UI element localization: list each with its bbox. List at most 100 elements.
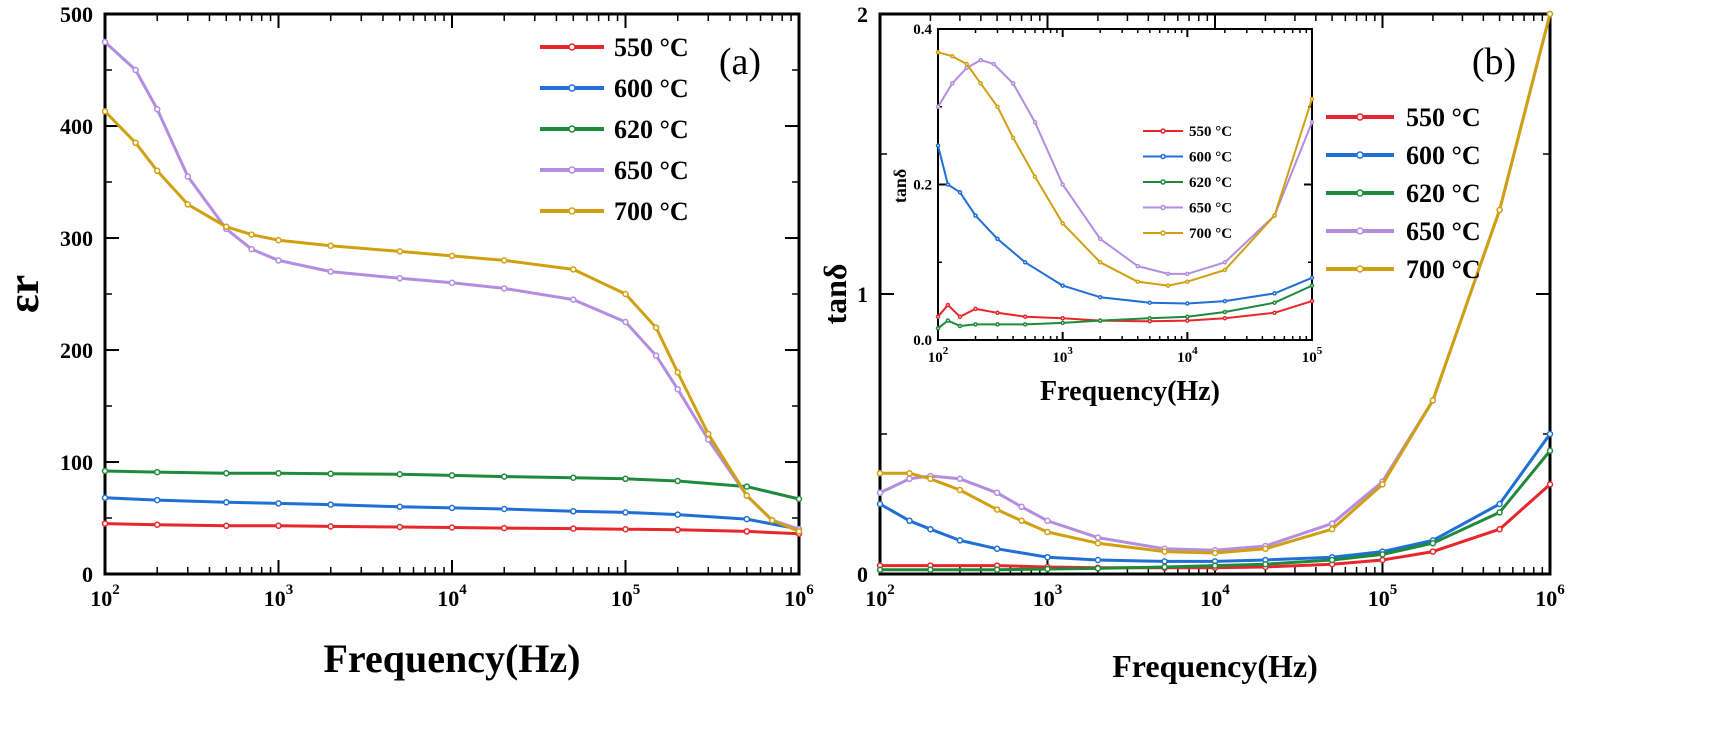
inset-frame bbox=[937, 28, 1313, 341]
data-point bbox=[1022, 314, 1028, 319]
data-point bbox=[448, 472, 456, 479]
legend-marker-5 bbox=[1356, 265, 1364, 273]
y-tick-label: 500 bbox=[60, 2, 93, 27]
data-point bbox=[1094, 534, 1102, 541]
data-point bbox=[1010, 135, 1016, 141]
data-point bbox=[957, 314, 963, 319]
x-tick-label: 102 bbox=[90, 582, 120, 611]
data-point bbox=[223, 469, 230, 477]
data-point bbox=[1147, 315, 1153, 321]
data-point bbox=[995, 322, 1000, 327]
data-point bbox=[957, 190, 963, 195]
legend-marker-4 bbox=[568, 166, 576, 174]
x-tick-label: 106 bbox=[1535, 582, 1565, 611]
data-point bbox=[500, 505, 508, 513]
data-point bbox=[500, 285, 508, 292]
data-point bbox=[275, 236, 282, 244]
a-panel-label: (a) bbox=[719, 41, 761, 83]
data-point bbox=[957, 323, 963, 329]
x-tick-label: 104 bbox=[1177, 345, 1198, 366]
data-point bbox=[1379, 551, 1386, 558]
data-point bbox=[964, 65, 969, 71]
data-point bbox=[674, 385, 681, 393]
data-point bbox=[396, 275, 404, 282]
b-series-group bbox=[876, 10, 1554, 574]
data-point bbox=[327, 470, 334, 478]
b-legend: 550 °C 600 °C 620 °C 650 °C 700 °C bbox=[1326, 103, 1481, 284]
data-point bbox=[1272, 213, 1277, 218]
legend-label-3: 620 °C bbox=[614, 115, 689, 144]
data-point bbox=[1032, 174, 1038, 179]
inset-plot: 102 103 104 105 0.0 0.2 0.4 Frequency(Hz) tanδ… bbox=[890, 22, 1323, 407]
data-point bbox=[927, 525, 934, 533]
y-tick-label: 0.0 bbox=[913, 333, 932, 349]
legend-label-4: 650 °C bbox=[614, 156, 689, 185]
data-point bbox=[1161, 563, 1168, 571]
data-point bbox=[1309, 120, 1315, 125]
data-point bbox=[570, 474, 577, 481]
inset-x-axis-title: Frequency(Hz) bbox=[1040, 376, 1220, 407]
data-point bbox=[396, 503, 404, 511]
data-point bbox=[1010, 81, 1016, 86]
x-tick-label: 105 bbox=[1302, 345, 1323, 366]
b-panel-label: (b) bbox=[1472, 41, 1516, 83]
data-point bbox=[1272, 300, 1277, 305]
data-point bbox=[927, 475, 934, 483]
data-point bbox=[1094, 565, 1102, 572]
data-point bbox=[743, 492, 751, 499]
data-point bbox=[743, 515, 751, 523]
data-point bbox=[1165, 271, 1171, 277]
data-point bbox=[1161, 558, 1168, 565]
y-tick-label: 200 bbox=[60, 338, 93, 363]
data-point bbox=[153, 521, 161, 528]
data-point bbox=[1429, 397, 1437, 404]
data-point bbox=[1022, 322, 1028, 327]
data-point bbox=[1429, 539, 1437, 547]
legend-label-4: 650 °C bbox=[1189, 201, 1232, 217]
data-point bbox=[1097, 236, 1103, 242]
data-point bbox=[1309, 298, 1315, 304]
data-point bbox=[1309, 96, 1315, 102]
legend-label-3: 620 °C bbox=[1189, 175, 1232, 191]
data-point bbox=[500, 257, 508, 264]
data-point bbox=[448, 504, 456, 512]
data-point bbox=[978, 81, 983, 86]
legend-label-2: 600 °C bbox=[614, 74, 689, 103]
data-point bbox=[876, 566, 884, 574]
data-point bbox=[101, 467, 109, 475]
legend-marker-3 bbox=[568, 125, 576, 133]
data-point bbox=[1022, 260, 1028, 265]
data-point bbox=[1060, 221, 1065, 226]
data-point bbox=[101, 38, 109, 46]
data-point bbox=[622, 290, 629, 298]
legend-marker-2 bbox=[1356, 151, 1364, 159]
data-point bbox=[1044, 553, 1051, 561]
data-point bbox=[973, 213, 978, 218]
data-point bbox=[906, 517, 913, 525]
data-point bbox=[1018, 517, 1025, 525]
x-tick-label: 105 bbox=[1368, 582, 1398, 611]
data-point bbox=[674, 526, 681, 534]
legend-label-1: 550 °C bbox=[1189, 124, 1232, 140]
inset-axis-ticks: 102 103 104 105 0.0 0.2 0.4 bbox=[913, 22, 1323, 366]
y-tick-label: 400 bbox=[60, 114, 93, 139]
data-point bbox=[876, 500, 884, 508]
data-point bbox=[1185, 301, 1190, 306]
data-point bbox=[956, 537, 964, 544]
data-point bbox=[622, 525, 629, 533]
data-point bbox=[1185, 318, 1190, 323]
data-point bbox=[1097, 318, 1103, 323]
legend-label-2: 600 °C bbox=[1406, 141, 1481, 170]
y-tick-label: 0.4 bbox=[913, 22, 932, 38]
data-point bbox=[1135, 263, 1140, 269]
data-point bbox=[622, 475, 629, 483]
data-point bbox=[945, 302, 951, 308]
data-point bbox=[978, 57, 983, 63]
data-point bbox=[995, 104, 1000, 110]
data-point bbox=[674, 511, 681, 518]
data-point bbox=[1496, 525, 1503, 533]
data-point bbox=[1222, 267, 1228, 273]
data-point bbox=[223, 223, 230, 231]
data-point bbox=[622, 509, 629, 516]
